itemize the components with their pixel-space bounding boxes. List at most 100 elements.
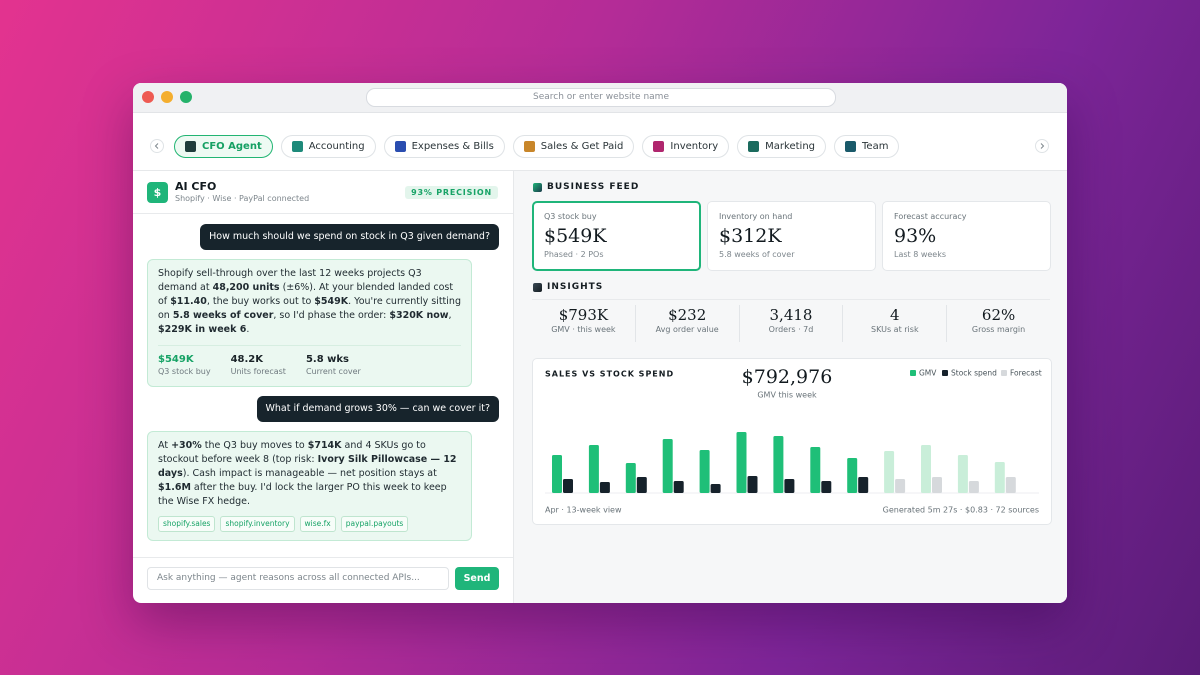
tab-icon: [653, 141, 665, 152]
user-message: What if demand grows 30% — can we cover …: [256, 396, 499, 422]
feed-panel: BUSINESS FEED Q3 stock buy $549K Phased · …: [513, 171, 1067, 603]
bold-text: $11.40: [170, 296, 207, 307]
bar: [821, 481, 832, 493]
bar: [773, 436, 784, 493]
browser-window: Search or enter website name CFO Agent Ac…: [133, 83, 1067, 603]
maximize-button[interactable]: [180, 91, 192, 103]
bold-text: 48,200 units: [212, 282, 280, 293]
minimize-button[interactable]: [161, 91, 173, 103]
insight-value: 3,418: [769, 306, 813, 324]
card-note: 5.8 weeks of cover: [719, 250, 795, 259]
tab[interactable]: Expenses & Bills: [383, 135, 505, 158]
bar: [1005, 477, 1016, 493]
insight: $232 Avg order value: [634, 305, 739, 342]
text-run: At: [158, 440, 172, 451]
stat: 5.8 wks Current cover: [306, 353, 361, 378]
card-label: Inventory on hand: [719, 212, 793, 221]
title-bar: Search or enter website name: [133, 83, 1067, 113]
feed-card[interactable]: Forecast accuracy 93% Last 8 weeks: [882, 201, 1051, 271]
close-button[interactable]: [142, 91, 154, 103]
tab[interactable]: Marketing: [737, 135, 827, 158]
legend-label: Forecast: [1010, 369, 1042, 378]
insight-label: GMV · this week: [551, 325, 616, 334]
insight-label: Avg order value: [655, 325, 719, 334]
tabs-scroll-left[interactable]: [150, 139, 164, 153]
url-bar[interactable]: Search or enter website name: [366, 88, 836, 107]
chart-card: SALES VS STOCK SPEND $792,976 GMV this w…: [532, 358, 1052, 525]
user-message: How much should we spend on stock in Q3 …: [200, 224, 499, 250]
bar: [662, 439, 673, 493]
stat-label: Q3 stock buy: [158, 367, 211, 376]
source-tag[interactable]: wise.fx: [299, 516, 336, 532]
text-run: , so I'd phase the order:: [273, 310, 390, 321]
chart-footer: Apr · 13-week view: [545, 506, 622, 515]
card-label: Q3 stock buy: [544, 212, 597, 221]
chart: SALES VS STOCK SPEND $792,976 GMV this w…: [545, 366, 1042, 515]
bar: [921, 445, 931, 493]
bar: [552, 455, 562, 493]
message-list: How much should we spend on stock in Q3 …: [147, 224, 499, 541]
message-text: What if demand grows 30% — can we cover …: [266, 402, 491, 416]
source-tag[interactable]: paypal.payouts: [340, 516, 409, 532]
insight-label: Gross margin: [971, 325, 1026, 334]
send-button[interactable]: Send: [455, 567, 499, 590]
bar: [884, 451, 895, 493]
divider: [133, 213, 513, 214]
insight: 3,418 Orders · 7d: [738, 305, 843, 342]
section-title: INSIGHTS: [547, 282, 604, 292]
tab-label: Team: [862, 141, 889, 152]
legend-label: Stock spend: [951, 369, 997, 378]
legend-swatch: [910, 370, 916, 376]
stats-row: $549K Q3 stock buy 48.2K Units forecast 5.8 …: [158, 345, 461, 378]
chart-headline-label: GMV this week: [757, 391, 817, 400]
agent-icon: $: [147, 182, 168, 203]
text-run: and 4 SKUs go to stockout before week 8 …: [158, 440, 426, 465]
tabs-scroll-right[interactable]: [1035, 139, 1049, 153]
bold-text: $1.6M: [158, 482, 191, 493]
tab[interactable]: Sales & Get Paid: [512, 135, 635, 158]
stat-value: $549K: [158, 354, 194, 365]
insight: $793K GMV · this week: [532, 305, 635, 342]
text-run: How much should we spend on stock in Q3 …: [209, 231, 490, 242]
feed-card[interactable]: Q3 stock buy $549K Phased · 2 POs: [532, 201, 701, 271]
tab[interactable]: Accounting: [280, 135, 376, 158]
bar: [599, 482, 610, 493]
bold-text: +30%: [171, 440, 202, 451]
tab-label: Accounting: [308, 141, 365, 152]
chart-footer: Generated 5m 27s · $0.83 · 72 sources: [883, 506, 1039, 515]
text-run: after the buy. I'd lock the larger PO th…: [158, 482, 447, 507]
insight: 62% Gross margin: [946, 305, 1050, 342]
bold-text: 5.8 weeks of cover: [172, 310, 274, 321]
bar: [810, 447, 821, 493]
feed-card[interactable]: Inventory on hand $312K 5.8 weeks of cover: [707, 201, 876, 271]
bar: [784, 479, 795, 493]
source-tag[interactable]: shopify.sales: [158, 516, 216, 532]
stat-value: 48.2K: [230, 354, 264, 365]
legend-label: GMV: [919, 369, 937, 378]
tab[interactable]: Inventory: [642, 135, 730, 158]
bar: [736, 432, 747, 493]
bar: [858, 477, 869, 493]
tab[interactable]: CFO Agent: [174, 135, 273, 158]
chat-input[interactable]: Ask anything — agent reasons across all …: [147, 567, 449, 590]
insight-value: $793K: [558, 306, 609, 324]
bold-text: Ivory Silk Pillowcase — 12 days: [158, 454, 457, 479]
card-note: Last 8 weeks: [894, 250, 947, 259]
card-value: $549K: [544, 225, 607, 247]
tab-icon: [185, 141, 196, 152]
stat-label: Current cover: [305, 367, 361, 376]
bar: [957, 455, 968, 493]
message-text: At +30% the Q3 buy moves to $714K and 4 …: [158, 439, 461, 509]
insight-label: Orders · 7d: [768, 325, 814, 334]
bar: [747, 476, 758, 493]
insight-value: 62%: [981, 306, 1016, 324]
bar: [895, 479, 906, 493]
source-tag[interactable]: shopify.inventory: [220, 516, 295, 532]
tab[interactable]: Team: [834, 135, 900, 158]
bar: [968, 481, 979, 493]
stat: $549K Q3 stock buy: [158, 353, 211, 378]
bar: [636, 477, 647, 493]
text-run: , the buy works out to: [206, 296, 315, 307]
section-header: BUSINESS FEED: [533, 182, 639, 192]
